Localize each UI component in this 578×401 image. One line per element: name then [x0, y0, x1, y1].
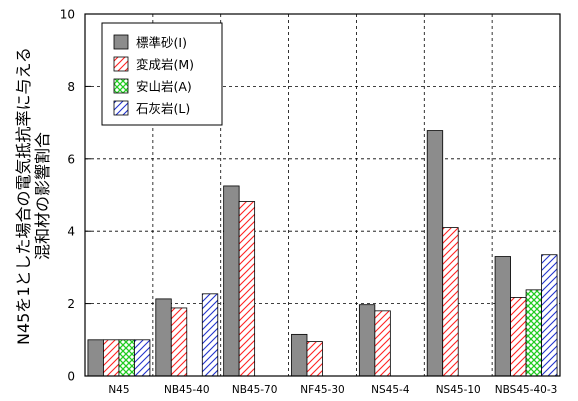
y-tick-label-2: 2	[67, 297, 75, 311]
bar-NBS45-40-3-series-0	[494, 256, 511, 377]
bar-NF45-30-series-0	[291, 333, 308, 377]
bar-NS45-10-series-1	[442, 227, 459, 377]
bar-N45-series-3	[134, 339, 151, 377]
bar-NF45-30-series-1	[306, 341, 323, 377]
legend-swatch-3	[113, 100, 129, 116]
bar-NB45-70-series-0	[223, 185, 240, 377]
y-tick-label-4: 4	[67, 225, 75, 239]
bar-NS45-4-series-0	[358, 304, 376, 377]
legend-label-0: 標準砂(I)	[136, 35, 187, 50]
legend-swatch-0	[113, 34, 129, 50]
bar-NBS45-40-3-series-3	[541, 254, 558, 377]
y-tick-label-8: 8	[67, 80, 75, 94]
y-axis-label-line-1: N45を1とした場合の電気抵抗率に与える	[14, 47, 33, 345]
bar-NB45-40-series-3	[201, 293, 219, 377]
bar-NB45-40-series-0	[155, 298, 172, 377]
x-tick-label-NS45-10: NS45-10	[436, 384, 481, 396]
legend-label-1: 変成岩(M)	[136, 57, 194, 72]
bar-NB45-70-series-1	[238, 201, 256, 377]
x-tick-label-NF45-30: NF45-30	[300, 384, 344, 396]
plot-frame	[84, 13, 561, 377]
bar-N45-series-2	[118, 339, 135, 377]
bar-NS45-4-series-1	[374, 310, 391, 377]
x-tick-label-N45: N45	[108, 384, 129, 396]
bar-NBS45-40-3-series-2	[525, 289, 542, 377]
y-tick-label-10: 10	[60, 8, 75, 22]
y-tick-label-6: 6	[67, 152, 75, 166]
y-axis-title: N45を1とした場合の電気抵抗率に与える 混和材の影響割合	[14, 47, 52, 345]
y-tick-label-0: 0	[67, 370, 75, 384]
x-tick-label-NS45-4: NS45-4	[371, 384, 410, 396]
legend-swatch-1	[113, 56, 129, 72]
bars	[87, 130, 558, 377]
y-axis-label-line-2: 混和材の影響割合	[33, 132, 52, 260]
x-tick-label-NB45-70: NB45-70	[232, 384, 278, 396]
bar-N45-series-1	[103, 339, 120, 377]
bar-NS45-10-series-0	[426, 130, 444, 377]
axes	[84, 13, 561, 377]
legend: 標準砂(I) 変成岩(M) 安山岩(A) 石灰岩(L)	[101, 22, 223, 126]
legend-label-3: 石灰岩(L)	[136, 101, 190, 116]
x-tick-label-NBS45-40-3: NBS45-40-3	[495, 384, 558, 396]
bar-NBS45-40-3-series-1	[510, 297, 527, 377]
bar-NB45-40-series-1	[170, 307, 188, 377]
y-tick-labels: 0 2 4 6 8 10	[60, 8, 75, 384]
x-tick-label-NB45-40: NB45-40	[164, 384, 210, 396]
legend-label-2: 安山岩(A)	[136, 79, 192, 94]
legend-swatch-2	[113, 78, 129, 94]
x-tick-labels: N45 NB45-40 NB45-70 NF45-30 NS45-4 NS45-10 NBS…	[108, 384, 557, 396]
bar-N45-series-0	[87, 339, 104, 377]
